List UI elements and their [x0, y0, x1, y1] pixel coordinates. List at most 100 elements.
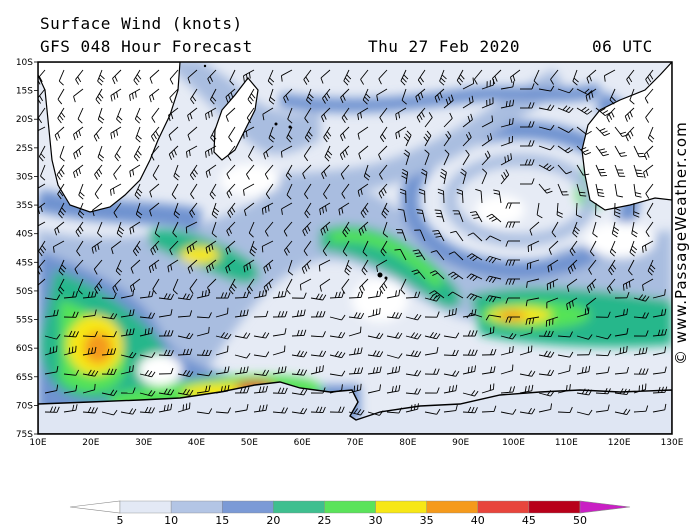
wind-barb: [379, 126, 388, 143]
wind-barb: [462, 77, 475, 90]
wind-barb: [566, 278, 578, 292]
wind-barb: [158, 388, 175, 396]
wind-barb: [500, 364, 514, 375]
wind-barb: [614, 291, 630, 299]
legend-swatch: [477, 500, 530, 514]
wind-barb: [116, 221, 125, 238]
wind-barb: [588, 259, 597, 275]
wind-barb: [481, 97, 494, 109]
wind-barb: [139, 370, 156, 378]
wind-barb: [652, 289, 666, 299]
wind-barb: [557, 145, 574, 154]
wind-barb: [614, 366, 629, 375]
lon-label-110E: 110E: [555, 438, 578, 448]
wind-barb: [101, 331, 117, 338]
wind-barb: [148, 259, 160, 273]
wind-barb: [417, 69, 426, 86]
wind-barb: [399, 188, 407, 204]
wind-barb: [500, 333, 517, 340]
wind-barb: [75, 221, 84, 237]
wind-barb: [272, 387, 288, 394]
wind-barb: [469, 211, 483, 223]
wind-barb: [189, 202, 198, 218]
wind-barb: [481, 168, 488, 185]
wind-barb: [168, 126, 179, 141]
wind-barb: [95, 88, 104, 105]
wind-barb: [644, 88, 654, 104]
wind-barb: [519, 370, 536, 377]
legend-swatch: [273, 500, 325, 514]
wind-barb: [38, 183, 46, 189]
wind-barb: [120, 387, 136, 394]
wind-barb: [481, 150, 491, 166]
wind-barb: [557, 183, 569, 196]
lon-label-70E: 70E: [346, 438, 363, 448]
wind-barb: [226, 164, 236, 180]
wind-barb: [357, 126, 369, 140]
wind-barb: [248, 145, 255, 162]
wind-barb: [215, 292, 231, 299]
wind-barb: [367, 350, 384, 358]
wind-barb: [519, 407, 536, 415]
lat-label-10S: 10S: [16, 58, 33, 68]
wind-barb: [319, 278, 331, 292]
wind-barb: [177, 293, 194, 301]
lon-label-80E: 80E: [399, 438, 416, 448]
wind-barb: [586, 297, 597, 312]
wind-barb: [595, 387, 611, 395]
wind-barb: [318, 259, 331, 272]
wind-barb: [38, 278, 46, 293]
wind-barb: [456, 69, 465, 86]
wind-barb: [367, 332, 384, 340]
wind-barb: [82, 331, 98, 338]
wind-barb: [456, 188, 464, 204]
wind-barb: [557, 164, 572, 175]
wind-barb: [646, 202, 654, 219]
legend-arrow-right: [579, 500, 631, 514]
wind-barb: [304, 202, 312, 219]
wind-barb: [196, 289, 211, 299]
wind-barb: [120, 351, 137, 359]
wind-barb: [434, 88, 445, 103]
wind-barb: [129, 278, 141, 293]
wind-barb: [462, 113, 473, 128]
wind-barb: [82, 406, 98, 414]
lat-label-70S: 70S: [16, 401, 33, 411]
wind-barb: [77, 107, 84, 124]
wind-barb: [520, 140, 535, 147]
wind-barb: [556, 202, 563, 218]
wind-barb: [382, 221, 389, 238]
wind-barb: [243, 202, 255, 217]
wind-barb: [443, 94, 454, 109]
wind-barb: [362, 88, 371, 105]
wind-barb: [185, 221, 198, 234]
passageweather-credit: © www.PassageWeather.com: [672, 121, 690, 365]
wind-barb: [405, 369, 422, 377]
wind-barb: [342, 240, 350, 257]
wind-barb: [291, 350, 308, 358]
wind-barb: [215, 385, 230, 394]
wind-barb: [367, 384, 381, 394]
wind-barb: [429, 270, 445, 280]
wind-barb: [44, 384, 59, 394]
wind-barb: [586, 69, 597, 84]
wind-barb: [386, 289, 401, 299]
wind-barb: [378, 183, 388, 199]
wind-barb: [462, 95, 474, 109]
wind-barb: [209, 88, 217, 105]
wind-barb: [177, 402, 191, 413]
wind-barb: [595, 366, 610, 375]
wind-barb: [101, 348, 117, 356]
wind-barb: [339, 145, 350, 160]
wind-barb: [59, 145, 65, 162]
wind-barb: [172, 278, 179, 295]
wind-barb: [500, 169, 510, 185]
wind-barb: [405, 403, 419, 413]
wind-barb: [75, 69, 84, 85]
wind-barb: [302, 164, 312, 180]
lat-label-50S: 50S: [16, 287, 33, 297]
wind-barb: [519, 345, 533, 356]
wind-barb: [172, 221, 179, 238]
wind-barb: [538, 390, 555, 397]
wind-barb: [386, 365, 401, 375]
